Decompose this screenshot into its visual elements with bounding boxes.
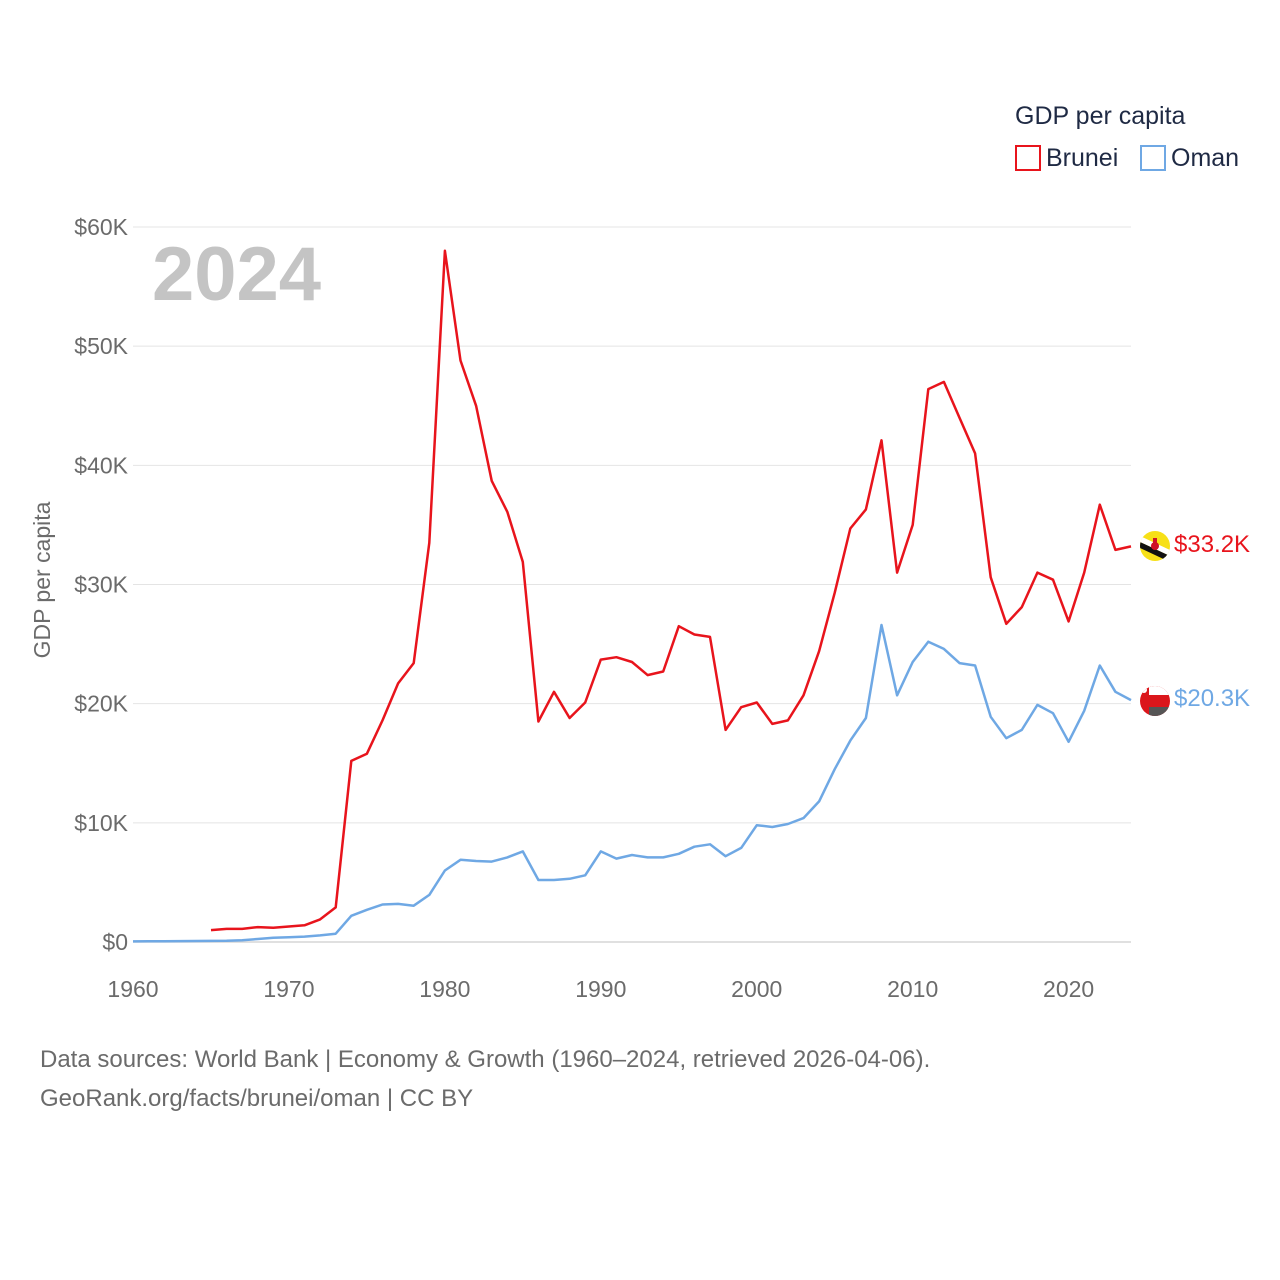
y-tick-label: $60K — [74, 214, 128, 240]
series-lines — [132, 249, 1132, 943]
x-tick-label: 1970 — [263, 976, 314, 1002]
series-line-brunei[interactable] — [210, 249, 1132, 932]
y-tick-label: $20K — [74, 691, 128, 717]
x-tick-label: 2020 — [1043, 976, 1094, 1002]
y-tick-label: $50K — [74, 333, 128, 359]
gridlines — [133, 226, 1131, 943]
brunei-end-value: $33.2K — [1174, 531, 1250, 558]
y-tick-label: $10K — [74, 810, 128, 836]
x-axis-ticks: 1960 1970 1980 1990 2000 2010 2020 — [107, 976, 1094, 1002]
series-line-oman[interactable] — [132, 623, 1132, 943]
credit-line[interactable]: GeoRank.org/facts/brunei/oman | CC BY — [40, 1085, 474, 1112]
y-tick-label: $40K — [74, 452, 128, 478]
y-axis-title: GDP per capita — [29, 501, 55, 658]
legend-label-brunei[interactable]: Brunei — [1046, 144, 1118, 172]
x-tick-label: 2010 — [887, 976, 938, 1002]
source-note: Data sources: World Bank | Economy & Gro… — [40, 1040, 930, 1118]
x-tick-label: 1990 — [575, 976, 626, 1002]
oman-end-value: $20.3K — [1174, 685, 1250, 712]
legend-swatch-brunei — [1015, 145, 1041, 171]
x-tick-label: 1960 — [107, 976, 158, 1002]
y-axis-ticks: $0 $10K $20K $30K $40K $50K $60K — [74, 214, 128, 955]
legend-swatch-oman — [1140, 145, 1166, 171]
brunei-end-marker: $33.2K — [1140, 531, 1250, 561]
y-tick-label: $0 — [102, 929, 128, 955]
y-tick-label: $30K — [74, 572, 128, 598]
oman-end-marker: $20.3K — [1140, 685, 1250, 716]
legend-title: GDP per capita — [1015, 102, 1186, 130]
year-watermark: 2024 — [152, 232, 321, 317]
x-tick-label: 2000 — [731, 976, 782, 1002]
source-line: Data sources: World Bank | Economy & Gro… — [40, 1046, 931, 1073]
legend[interactable]: GDP per capita Brunei Oman — [1015, 102, 1239, 172]
brunei-flag-icon — [1140, 531, 1170, 561]
oman-flag-icon — [1140, 686, 1170, 716]
legend-label-oman[interactable]: Oman — [1171, 144, 1239, 172]
x-tick-label: 1980 — [419, 976, 470, 1002]
